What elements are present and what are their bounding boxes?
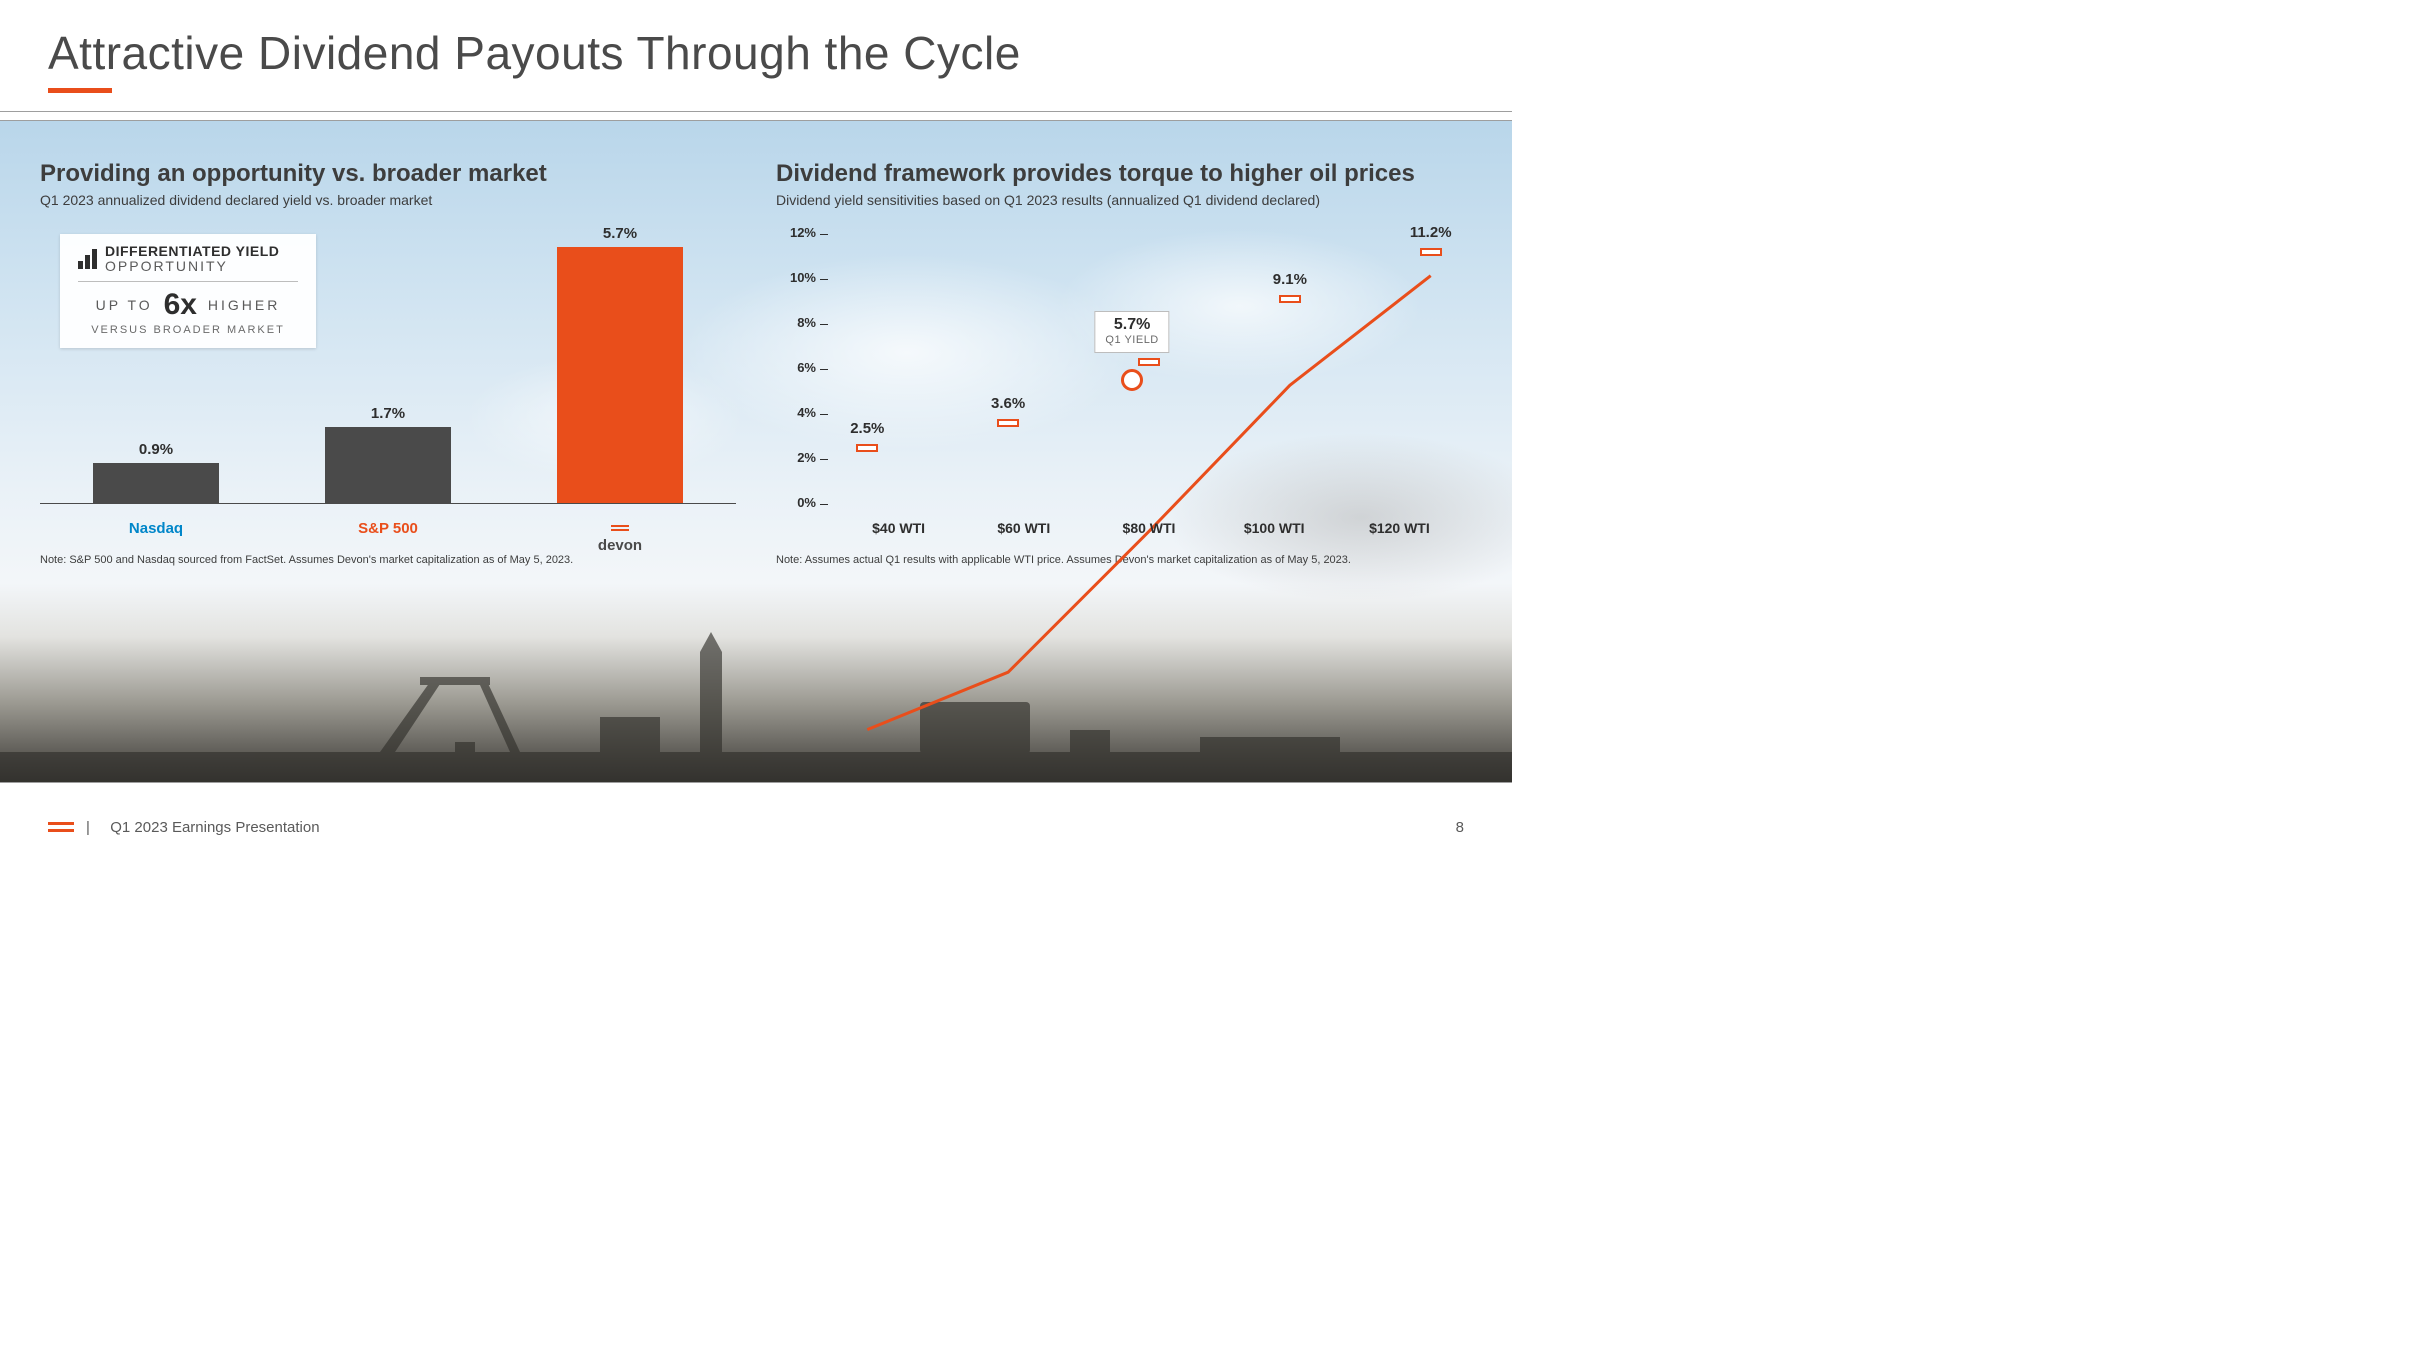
- right-heading: Dividend framework provides torque to hi…: [776, 160, 1472, 188]
- line-marker: [997, 419, 1019, 427]
- line-marker: [856, 444, 878, 452]
- slide-title: Attractive Dividend Payouts Through the …: [48, 26, 1464, 80]
- bar: 1.7%: [325, 427, 450, 504]
- title-accent: [48, 88, 112, 93]
- x-category: $80 WTI: [1086, 510, 1211, 544]
- bar-category: S&P 500: [272, 510, 504, 544]
- footer: | Q1 2023 Earnings Presentation 8: [0, 799, 1512, 855]
- highlight-marker: [1121, 369, 1143, 391]
- bar-category: devon: [504, 510, 736, 544]
- x-category: $120 WTI: [1337, 510, 1462, 544]
- bar: 0.9%: [93, 463, 218, 504]
- left-panel: Providing an opportunity vs. broader mar…: [40, 160, 736, 783]
- line-chart: 0%2%4%6%8%10%12% 2.5%3.6%6.3%9.1%11.2%5.…: [776, 234, 1472, 544]
- left-subheading: Q1 2023 annualized dividend declared yie…: [40, 192, 736, 208]
- x-category: $60 WTI: [961, 510, 1086, 544]
- line-marker: [1420, 248, 1442, 256]
- bar-value-label: 1.7%: [325, 405, 450, 422]
- bar-category: Nasdaq: [40, 510, 272, 544]
- x-category: $40 WTI: [836, 510, 961, 544]
- title-rule: [0, 111, 1512, 112]
- point-label: 9.1%: [1273, 271, 1307, 288]
- point-label: 11.2%: [1410, 224, 1452, 241]
- bar-value-label: 5.7%: [557, 225, 682, 242]
- bar-baseline: [40, 503, 736, 504]
- bar-chart: DIFFERENTIATED YIELD OPPORTUNITY UP TO 6…: [40, 234, 736, 544]
- line-marker: [1279, 295, 1301, 303]
- devon-logo-icon: [611, 525, 629, 531]
- right-panel: Dividend framework provides torque to hi…: [776, 160, 1472, 783]
- left-heading: Providing an opportunity vs. broader mar…: [40, 160, 736, 188]
- bar: 5.7%: [557, 247, 682, 504]
- left-note: Note: S&P 500 and Nasdaq sourced from Fa…: [40, 554, 736, 566]
- footer-text: Q1 2023 Earnings Presentation: [110, 819, 319, 836]
- x-category: $100 WTI: [1212, 510, 1337, 544]
- devon-logo-icon: [48, 822, 74, 832]
- line-marker: [1138, 358, 1160, 366]
- right-subheading: Dividend yield sensitivities based on Q1…: [776, 192, 1472, 208]
- point-label: 3.6%: [991, 395, 1025, 412]
- point-label: 2.5%: [850, 420, 884, 437]
- page-number: 8: [1456, 819, 1464, 836]
- q1-yield-callout: 5.7%Q1 YIELD: [1094, 311, 1169, 353]
- bar-value-label: 0.9%: [93, 441, 218, 458]
